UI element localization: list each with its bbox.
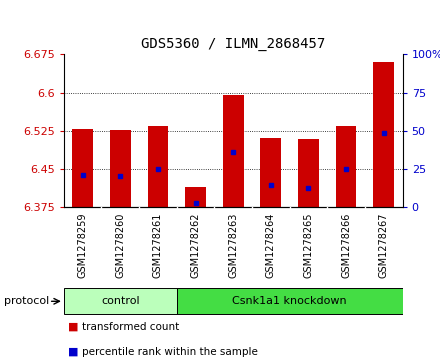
- Bar: [72, 129, 93, 207]
- Text: ■: ■: [68, 322, 79, 332]
- Bar: [260, 138, 281, 207]
- Text: GSM1278261: GSM1278261: [153, 212, 163, 278]
- Bar: [223, 95, 244, 207]
- Text: GSM1278267: GSM1278267: [379, 212, 389, 278]
- Text: GSM1278260: GSM1278260: [115, 212, 125, 278]
- Text: GSM1278259: GSM1278259: [77, 212, 88, 278]
- Bar: [147, 126, 168, 207]
- Text: GSM1278265: GSM1278265: [304, 212, 313, 278]
- Text: transformed count: transformed count: [82, 322, 180, 332]
- Title: GDS5360 / ILMN_2868457: GDS5360 / ILMN_2868457: [141, 37, 325, 51]
- Text: GSM1278266: GSM1278266: [341, 212, 351, 278]
- Bar: [177, 288, 403, 314]
- Bar: [336, 126, 356, 207]
- Text: ■: ■: [68, 347, 79, 357]
- Bar: [298, 139, 319, 207]
- Bar: [64, 288, 177, 314]
- Bar: [185, 187, 206, 207]
- Bar: [374, 62, 394, 207]
- Text: Csnk1a1 knockdown: Csnk1a1 knockdown: [232, 296, 347, 306]
- Text: GSM1278264: GSM1278264: [266, 212, 276, 278]
- Text: protocol: protocol: [4, 296, 50, 306]
- Text: control: control: [101, 296, 139, 306]
- Bar: [110, 130, 131, 207]
- Text: GSM1278262: GSM1278262: [191, 212, 201, 278]
- Text: GSM1278263: GSM1278263: [228, 212, 238, 278]
- Text: percentile rank within the sample: percentile rank within the sample: [82, 347, 258, 357]
